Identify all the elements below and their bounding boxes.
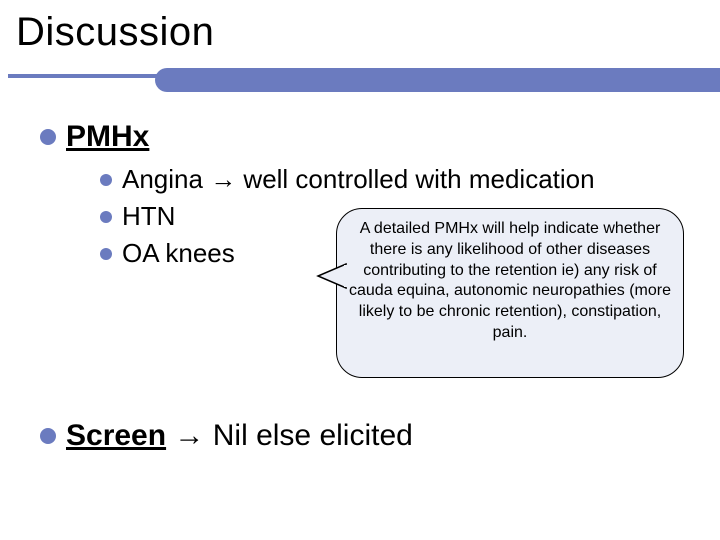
list-item-rest: well controlled with medication (236, 164, 594, 194)
section-heading-label: Screen (66, 419, 166, 452)
title-bar: Discussion (8, 0, 712, 78)
list-item-text: Angina → well controlled with medication (122, 164, 595, 195)
list-item-text: OA knees (122, 238, 235, 269)
list-item-prefix: HTN (122, 201, 175, 231)
list-item-prefix: Angina (122, 164, 210, 194)
bullet-icon (100, 211, 112, 223)
section-heading: Screen → Nil else elicited (66, 419, 413, 453)
arrow-icon: → (210, 164, 236, 194)
bullet-section-pmhx: PMHx (40, 120, 680, 154)
section-rest-text: Nil else elicited (213, 419, 413, 452)
list-item-prefix: OA knees (122, 238, 235, 268)
slide-title: Discussion (8, 0, 712, 55)
bullet-icon (100, 174, 112, 186)
section-heading-label: PMHx (66, 120, 149, 153)
section-heading: PMHx (66, 120, 149, 154)
header-accent-band (167, 68, 720, 92)
list-item: Angina → well controlled with medication (100, 164, 680, 195)
callout-text: A detailed PMHx will help indicate wheth… (349, 220, 671, 341)
list-item-text: HTN (122, 201, 175, 232)
bullet-section-screen: Screen → Nil else elicited (40, 419, 680, 453)
arrow-icon: → (166, 419, 213, 452)
callout-bubble: A detailed PMHx will help indicate wheth… (336, 208, 684, 378)
bullet-icon (100, 248, 112, 260)
bullet-icon (40, 428, 56, 444)
bullet-icon (40, 129, 56, 145)
slide: Discussion PMHx Angina → well controlled… (0, 0, 720, 540)
